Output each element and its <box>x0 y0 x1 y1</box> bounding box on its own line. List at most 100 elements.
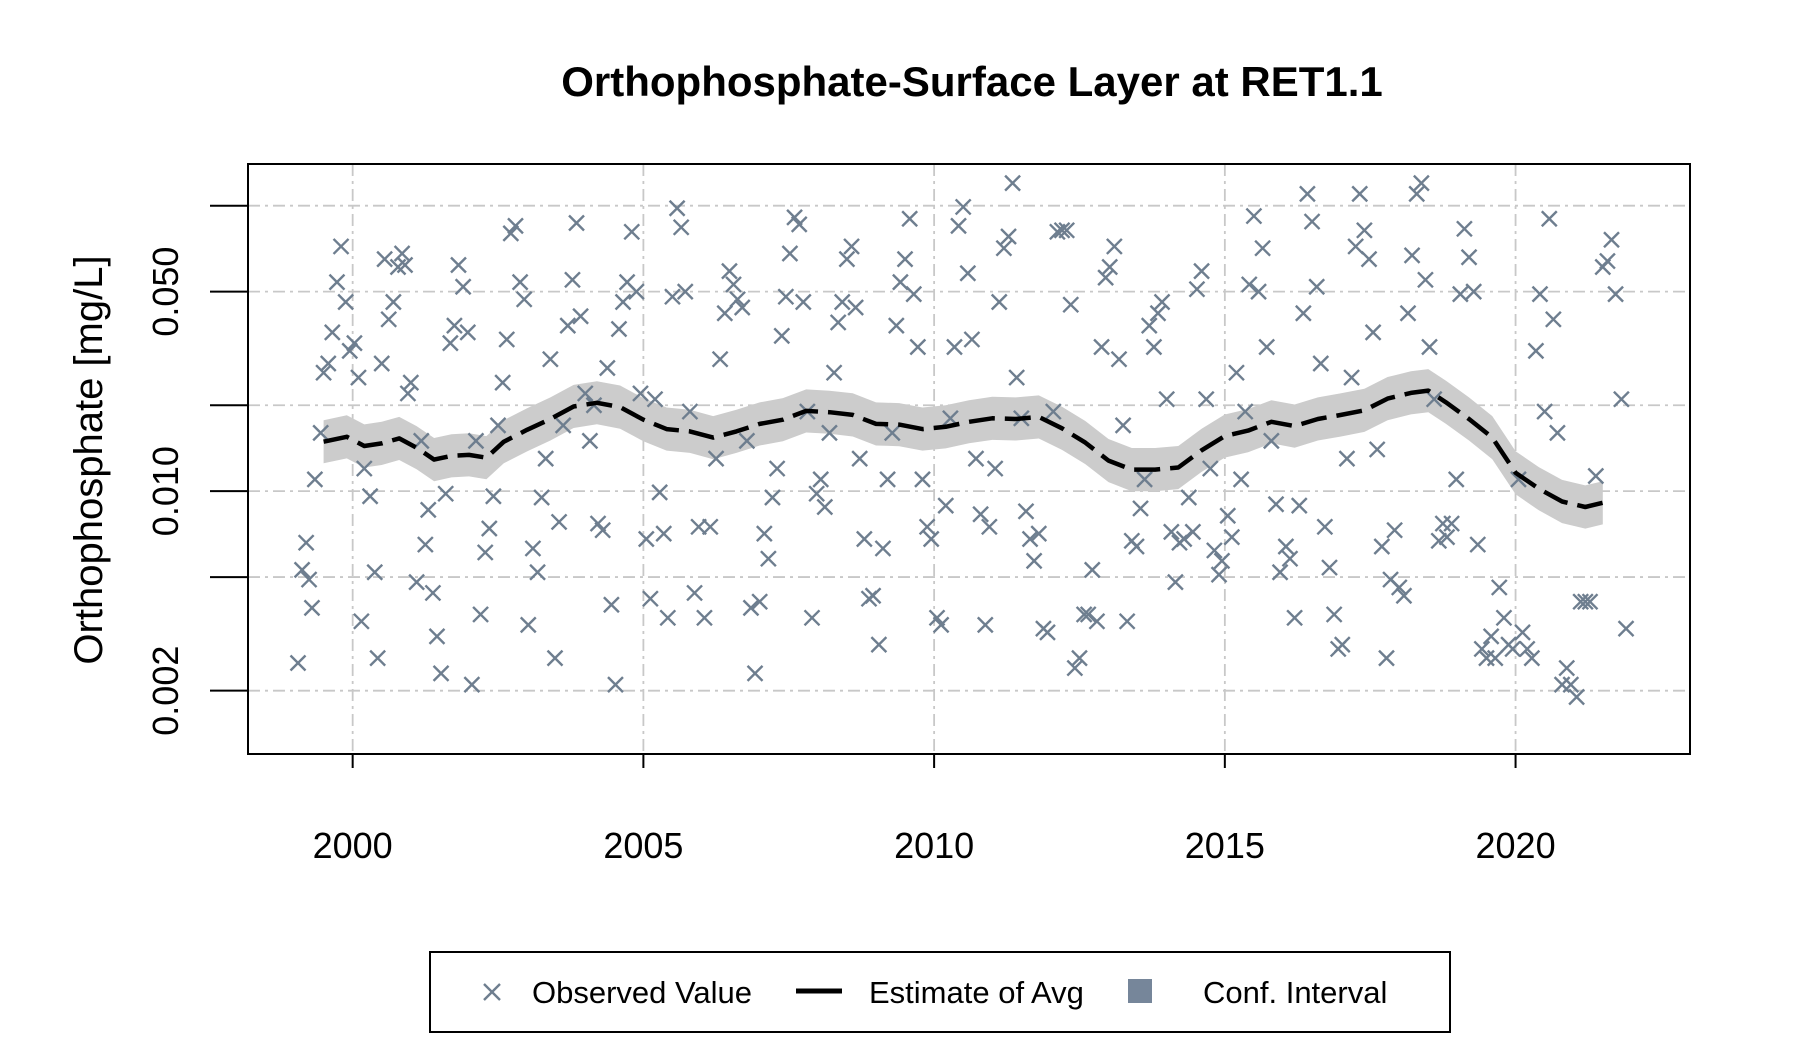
observed-point <box>1451 285 1469 303</box>
observed-point <box>428 627 446 645</box>
observed-point <box>393 245 411 262</box>
legend-estimate-label: Estimate of Avg <box>869 975 1084 1010</box>
observed-point <box>922 530 940 548</box>
observed-point <box>1053 221 1071 239</box>
observed-point <box>323 324 341 341</box>
observed-point <box>963 331 981 348</box>
observed-point <box>1167 573 1184 591</box>
observed-point <box>879 470 896 488</box>
observed-point <box>568 214 585 232</box>
observed-point <box>1044 403 1062 420</box>
observed-point <box>494 374 512 391</box>
observed-point <box>803 609 821 627</box>
observed-point <box>603 596 620 614</box>
observed-point <box>1110 350 1128 368</box>
observed-point <box>1438 528 1456 546</box>
observed-point <box>1321 559 1338 576</box>
observed-point <box>1603 231 1620 249</box>
estimate-line <box>323 388 1604 510</box>
observed-point <box>632 385 649 402</box>
observed-point <box>676 283 694 300</box>
observed-point <box>610 320 628 338</box>
observed-point <box>361 487 379 505</box>
observed-point <box>1460 248 1478 266</box>
observed-point <box>385 293 402 311</box>
observed-point <box>781 245 799 262</box>
observed-point <box>454 278 472 296</box>
observed-point <box>450 256 467 274</box>
observed-point <box>1549 424 1566 442</box>
observed-point <box>864 587 882 605</box>
observed-point <box>1149 304 1167 322</box>
observed-point <box>651 484 669 501</box>
plot-frame <box>247 163 1691 755</box>
observed-point <box>1514 624 1531 641</box>
observed-point <box>1558 659 1576 677</box>
observed-point <box>843 238 860 255</box>
observed-point <box>533 489 550 506</box>
observed-point <box>914 470 931 488</box>
observed-point <box>1613 390 1630 408</box>
observed-point <box>1308 278 1326 296</box>
y-axis: 0.002 0.010 0.050 <box>145 204 248 736</box>
observed-point <box>1140 317 1158 335</box>
observed-point <box>918 518 936 536</box>
observed-point <box>816 498 834 516</box>
observed-point <box>725 276 742 293</box>
observed-point <box>1421 338 1438 356</box>
observed-point <box>733 299 751 316</box>
observed-point <box>1568 688 1585 706</box>
observed-point <box>1356 221 1373 239</box>
observed-point <box>1114 417 1132 434</box>
observed-point <box>1062 296 1080 314</box>
x-tick-label: 2010 <box>894 825 974 866</box>
observed-point <box>1188 280 1206 298</box>
observed-point <box>472 606 489 623</box>
observed-point <box>537 450 555 467</box>
observed-point <box>986 460 1004 477</box>
observed-point <box>711 350 729 368</box>
observed-point <box>303 599 321 617</box>
observed-point <box>424 584 442 602</box>
observed-point <box>1390 579 1408 596</box>
observed-point <box>369 649 387 667</box>
observed-point <box>1039 624 1056 641</box>
observed-point <box>1162 523 1180 541</box>
observed-point <box>408 573 425 591</box>
observed-point <box>833 293 851 311</box>
legend-observed-symbol <box>483 983 501 1001</box>
observed-point <box>1250 283 1267 300</box>
observed-point <box>628 283 645 300</box>
observed-point <box>1180 489 1198 506</box>
observed-point <box>1097 269 1114 286</box>
observed-point <box>1228 364 1245 382</box>
y-tick-label: 0.002 <box>145 646 186 736</box>
observed-point <box>1066 659 1084 677</box>
observed-point <box>1245 207 1263 225</box>
observed-point <box>341 342 359 360</box>
observed-point <box>507 217 524 235</box>
observed-point <box>546 649 564 667</box>
legend-ci-symbol <box>1128 979 1152 1003</box>
observed-point <box>441 334 459 352</box>
y-axis-label: Orthophosphate [mg/L] <box>67 255 111 664</box>
observed-point <box>607 676 624 693</box>
confidence-band <box>323 369 1603 529</box>
observed-point <box>1430 532 1448 550</box>
observed-point <box>777 288 795 306</box>
observed-point <box>1058 221 1076 239</box>
observed-point <box>764 489 781 506</box>
observed-point <box>1587 467 1605 485</box>
observed-point <box>721 262 738 280</box>
observed-point <box>637 530 655 548</box>
observed-point <box>847 299 864 316</box>
observed-point <box>1395 587 1413 605</box>
observed-point <box>1434 515 1452 532</box>
observed-point <box>1599 252 1616 270</box>
observed-point <box>1447 470 1465 488</box>
legend-frame <box>429 951 1451 1033</box>
observed-point <box>446 317 463 335</box>
observed-point <box>668 199 686 217</box>
observed-point <box>1290 497 1308 514</box>
